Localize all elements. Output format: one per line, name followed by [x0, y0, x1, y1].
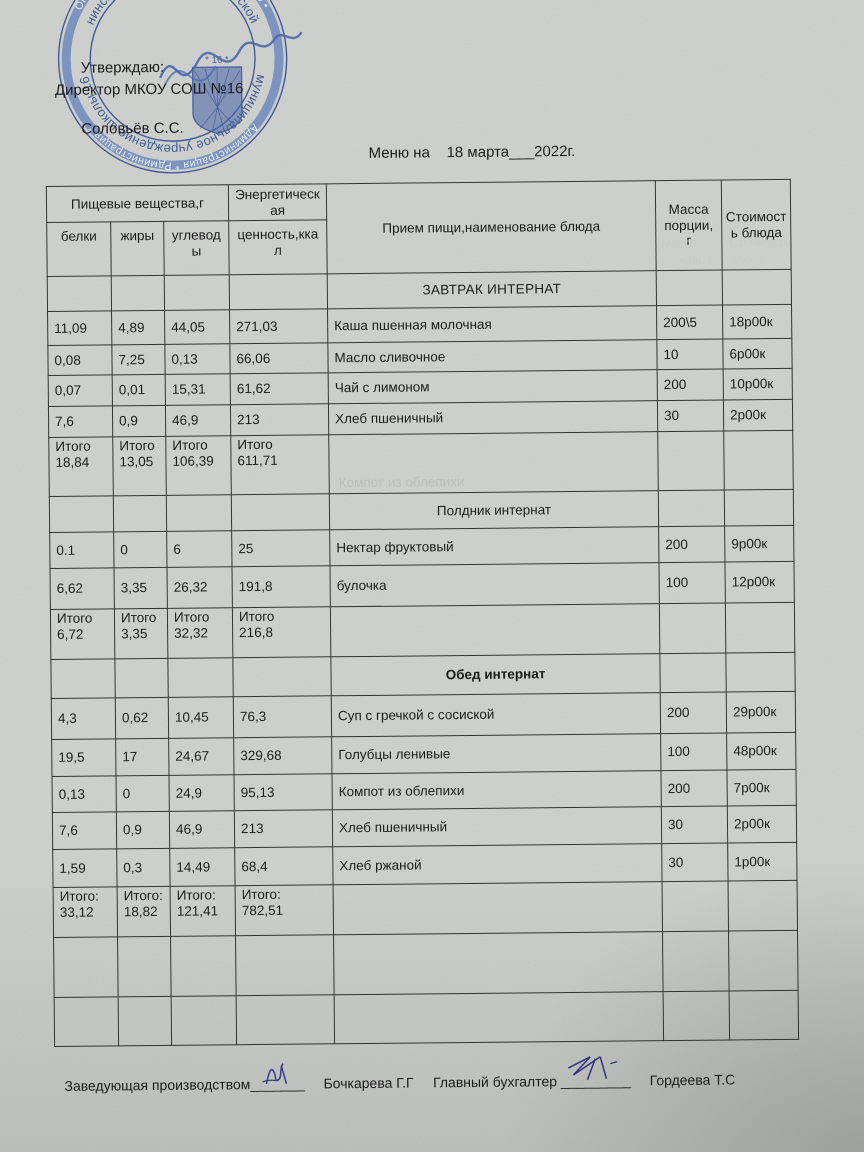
svg-text:нинского района Новосибирской: нинского района Новосибирской: [82, 0, 263, 27]
